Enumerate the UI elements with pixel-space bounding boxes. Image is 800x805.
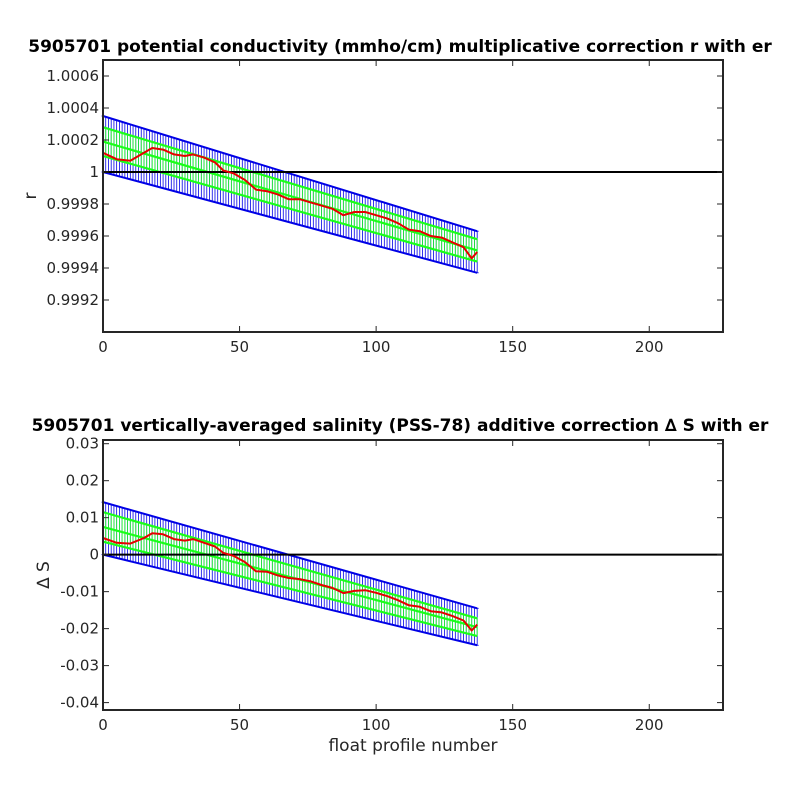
axes-box bbox=[102, 439, 724, 711]
top-plot-area: 0 50 100 150 200 0.9992 0.9994 0.9996 0.9998 1 1.0… bbox=[47, 59, 724, 356]
y-tick-label: 0.03 bbox=[66, 435, 99, 453]
correction-line bbox=[102, 532, 478, 632]
y-tick-label: 0.9994 bbox=[47, 259, 100, 277]
inner-error-line bbox=[102, 140, 478, 252]
y-tick-label: -0.04 bbox=[60, 694, 99, 712]
x-axis-label: float profile number bbox=[328, 736, 497, 756]
outer-error-lower-line bbox=[102, 553, 478, 647]
y-tick-label: 0.9992 bbox=[47, 291, 100, 309]
inner-error-line bbox=[102, 511, 478, 620]
y-tick-label: 1.0002 bbox=[47, 131, 100, 149]
inner-error-line bbox=[102, 525, 478, 629]
inner-error-line bbox=[102, 154, 478, 263]
y-tick-label: 0.01 bbox=[66, 509, 99, 527]
y-tick-label: 1.0004 bbox=[47, 99, 100, 117]
y-tick-label: 0.9998 bbox=[47, 195, 100, 213]
correction-line bbox=[102, 147, 478, 260]
y-tick-label: -0.03 bbox=[60, 657, 99, 675]
x-tick-label: 200 bbox=[635, 716, 664, 734]
outer-error-lower-line bbox=[102, 171, 478, 274]
axes-box bbox=[102, 59, 724, 333]
y-tick-label: 1.0006 bbox=[47, 67, 100, 85]
y-tick-label: 1 bbox=[89, 163, 99, 181]
outer-error-upper-line bbox=[102, 115, 478, 233]
bottom-chart-title: 5905701 vertically-averaged salinity (PS… bbox=[32, 416, 769, 436]
x-tick-label: 100 bbox=[362, 338, 391, 356]
inner-error-line bbox=[102, 540, 478, 638]
top-y-axis-label: r bbox=[21, 193, 41, 200]
x-tick-label: 0 bbox=[98, 338, 108, 356]
x-tick-label: 100 bbox=[362, 716, 391, 734]
x-tick-label: 200 bbox=[635, 338, 664, 356]
y-tick-label: -0.02 bbox=[60, 620, 99, 638]
x-tick-label: 0 bbox=[98, 716, 108, 734]
y-tick-label: -0.01 bbox=[60, 583, 99, 601]
top-chart-title: 5905701 potential conductivity (mmho/cm)… bbox=[28, 37, 772, 57]
bottom-y-axis-label: ∆ S bbox=[34, 561, 54, 590]
x-tick-label: 50 bbox=[230, 338, 249, 356]
y-tick-label: 0.9996 bbox=[47, 227, 100, 245]
y-tick-label: 0.02 bbox=[66, 472, 99, 490]
x-tick-label: 150 bbox=[498, 716, 527, 734]
x-tick-label: 50 bbox=[230, 716, 249, 734]
bottom-plot-area: 0 50 100 150 200 -0.04 -0.03 -0.02 -0.01 0 0.01 0.0… bbox=[60, 435, 724, 734]
inner-error-line bbox=[102, 126, 478, 241]
x-tick-label: 150 bbox=[498, 338, 527, 356]
y-tick-label: 0 bbox=[89, 546, 99, 564]
